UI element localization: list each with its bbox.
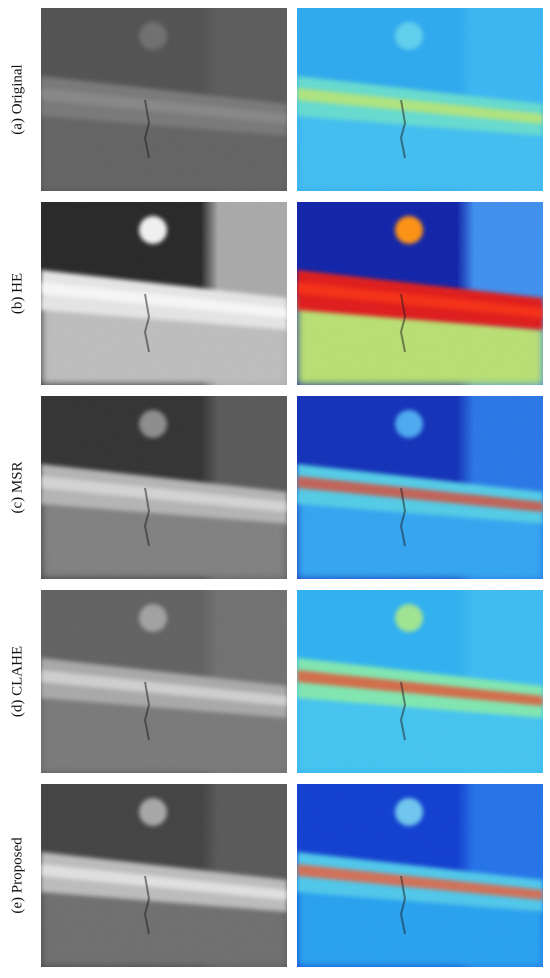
image-panel [297, 784, 543, 967]
noise [297, 590, 543, 773]
image [297, 784, 543, 967]
image-panel [297, 590, 543, 773]
image [41, 8, 287, 191]
image-panel [41, 590, 287, 773]
row-label: (e) Proposed [9, 837, 25, 914]
image [41, 590, 287, 773]
noise [41, 202, 287, 385]
image [297, 590, 543, 773]
noise [297, 8, 543, 191]
noise [41, 396, 287, 579]
image [297, 202, 543, 385]
noise [297, 396, 543, 579]
noise [297, 202, 543, 385]
image [41, 202, 287, 385]
noise [297, 784, 543, 967]
image [41, 784, 287, 967]
noise [41, 590, 287, 773]
image [297, 8, 543, 191]
row-label: (d) CLAHE [9, 646, 25, 717]
image-panel [41, 784, 287, 967]
image [41, 396, 287, 579]
image-panel [41, 8, 287, 191]
image-panel [297, 8, 543, 191]
image-panel [297, 396, 543, 579]
row-label: (c) MSR [9, 461, 25, 513]
noise [41, 8, 287, 191]
image [297, 396, 543, 579]
noise [41, 784, 287, 967]
image-panel [41, 396, 287, 579]
image-panel [41, 202, 287, 385]
image-panel [297, 202, 543, 385]
row-label: (a) Original [9, 64, 25, 134]
row-label: (b) HE [9, 273, 25, 314]
